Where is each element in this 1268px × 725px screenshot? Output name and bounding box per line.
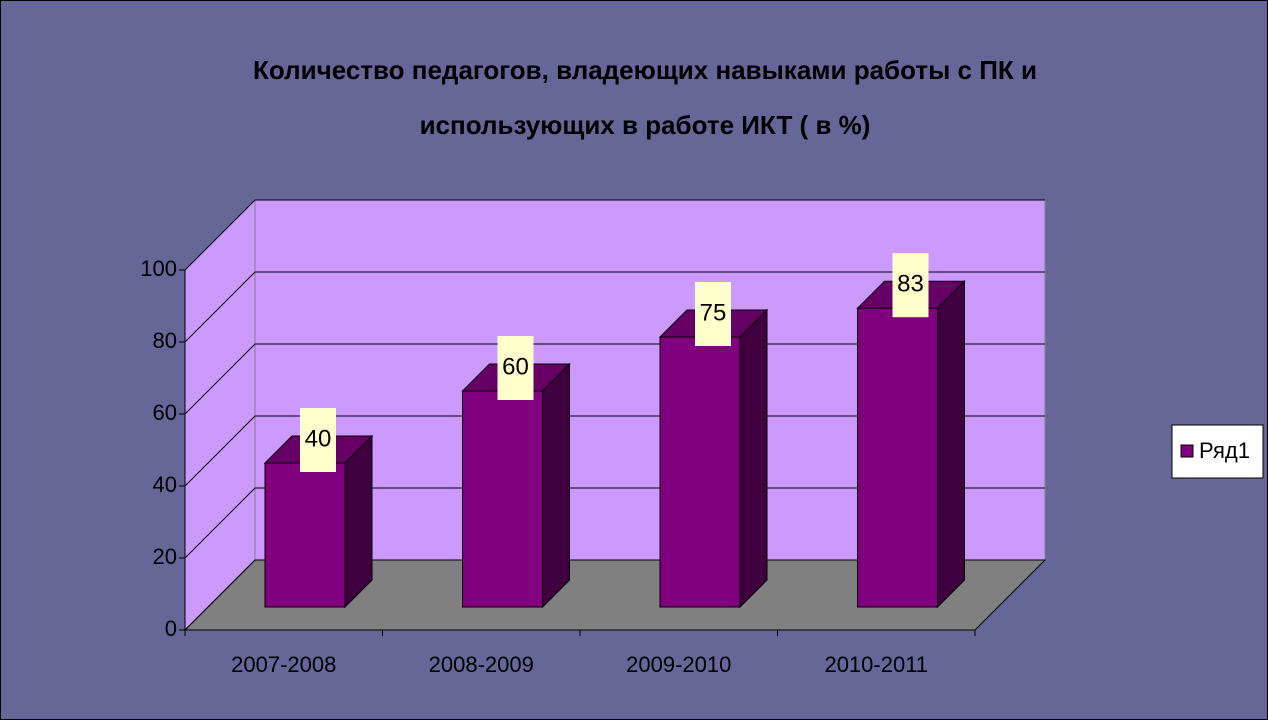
bar: [264, 462, 346, 608]
chart-subtitle: использующих в работе ИКТ ( в %): [420, 110, 871, 140]
y-tick-label: 40: [153, 472, 177, 497]
x-tick-label: 2007-2008: [231, 652, 336, 677]
chart-title: Количество педагогов, владеющих навыками…: [253, 55, 1037, 85]
bar-side: [542, 362, 570, 609]
bar: [462, 390, 543, 608]
data-label: 83: [897, 271, 924, 298]
y-tick-label: 20: [153, 544, 177, 569]
data-label: 40: [305, 425, 332, 452]
y-tick-label: 0: [165, 616, 177, 641]
y-tick-label: 60: [153, 400, 177, 425]
bar-side: [739, 308, 768, 609]
data-label: 75: [700, 299, 727, 326]
x-tick-label: 2009-2010: [626, 652, 731, 677]
y-tick-label: 80: [153, 328, 177, 353]
x-tick-label: 2010-2011: [824, 652, 928, 677]
bar-side: [344, 434, 373, 609]
data-label-box: [892, 253, 929, 318]
bar-side: [937, 279, 965, 609]
data-label-box: [497, 336, 534, 400]
data-label: 60: [502, 353, 529, 380]
grid-line: [184, 343, 1045, 415]
legend-label: Ряд1: [1199, 438, 1250, 463]
y-tick-label: 100: [140, 256, 177, 281]
side-wall: [184, 198, 256, 632]
data-label-box: [300, 408, 336, 472]
grid-line: [184, 559, 1045, 631]
bar: [857, 307, 938, 608]
grid-line: [184, 271, 1045, 343]
grid-line: [184, 487, 1045, 559]
data-label-box: [695, 282, 731, 346]
grid-line: [184, 415, 1045, 487]
legend-swatch: [1180, 444, 1194, 458]
x-tick-label: 2008-2009: [429, 652, 534, 677]
grid-line: [184, 199, 1045, 271]
bar: [659, 336, 741, 608]
